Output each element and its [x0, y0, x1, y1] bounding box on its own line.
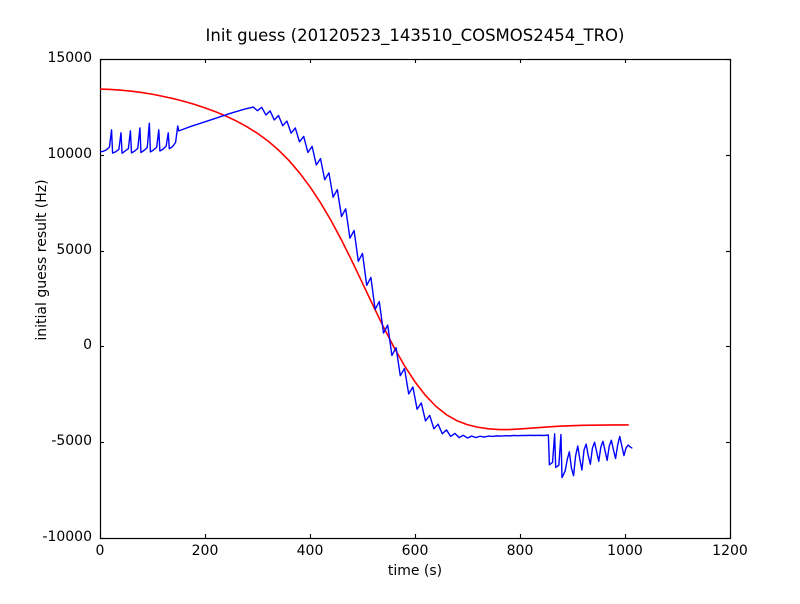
x-tick-label: 200 [191, 543, 219, 559]
series-1-diverging-tail-sawtooth [545, 433, 633, 479]
x-tick-label: 1000 [607, 543, 643, 559]
x-tick-label: 400 [296, 543, 324, 559]
y-tick-label: 5000 [56, 241, 92, 258]
x-tick-label: 0 [95, 543, 105, 559]
page-title: Init guess (20120523_143510_COSMOS2454_T… [205, 26, 625, 45]
x-tick-label: 1200 [712, 543, 748, 559]
x-tick-label: 600 [401, 543, 429, 559]
y-tick-label: -10000 [42, 529, 92, 545]
x-tick-label: 800 [506, 543, 534, 559]
y-tick-label: 15000 [47, 50, 92, 66]
series-0-line [100, 88, 629, 431]
x-axis-label: time (s) [387, 563, 443, 579]
series-1-zigzag-around-model [252, 106, 547, 439]
series-1-linear-ramp-to-model [178, 106, 255, 132]
y-tick-label: -5000 [51, 433, 92, 450]
axes-frame [99, 58, 732, 540]
y-tick-label: 10000 [47, 145, 92, 162]
y-tick-label: 0 [83, 337, 92, 354]
series-1-low-snr-sawtooth-start [100, 122, 180, 154]
